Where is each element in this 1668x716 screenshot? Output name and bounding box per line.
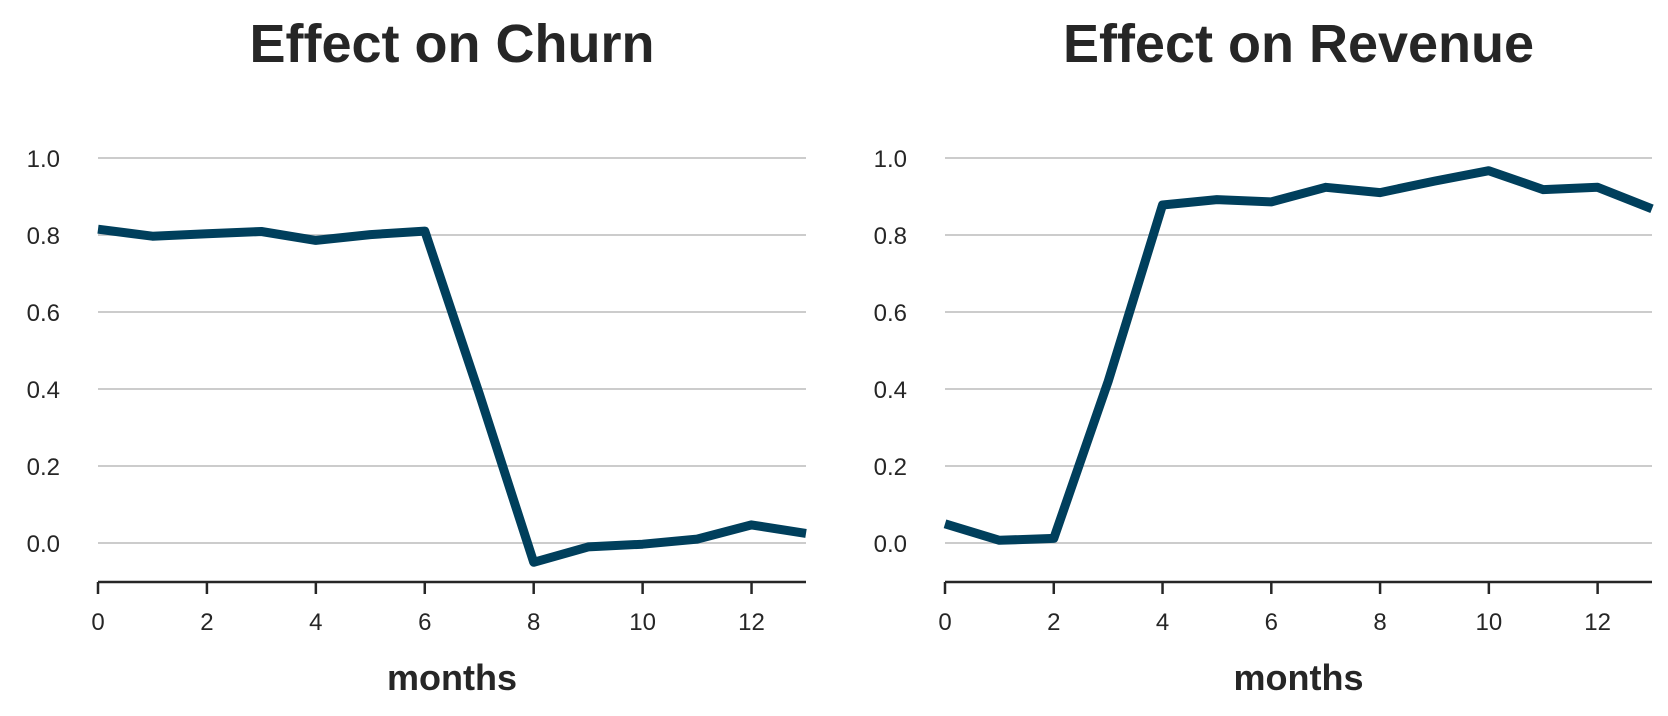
x-tick-label: 4 — [1156, 609, 1169, 636]
x-tick-label: 10 — [1475, 609, 1502, 636]
y-tick-label: 0.6 — [874, 300, 907, 327]
y-tick-label: 0.8 — [874, 223, 907, 250]
y-tick-label: 0.6 — [27, 300, 60, 327]
y-tick-label: 0.8 — [27, 223, 60, 250]
y-tick-label: 0.0 — [874, 531, 907, 558]
x-axis-label: months — [1234, 657, 1364, 698]
x-tick-label: 6 — [1265, 609, 1278, 636]
y-tick-label: 0.2 — [874, 454, 907, 481]
y-tick-label: 1.0 — [874, 146, 907, 173]
x-tick-label: 0 — [91, 609, 104, 636]
y-tick-label: 1.0 — [27, 146, 60, 173]
series-line-revenue — [943, 166, 1654, 545]
x-tick-label: 0 — [938, 609, 951, 636]
x-tick-label: 4 — [309, 609, 322, 636]
series-line-churn — [97, 224, 807, 567]
x-tick-label: 12 — [1584, 609, 1611, 636]
x-tick-label: 6 — [418, 609, 431, 636]
x-tick-label: 8 — [1373, 609, 1386, 636]
y-tick-label: 0.4 — [27, 377, 60, 404]
x-tick-label: 12 — [738, 609, 765, 636]
x-tick-label: 10 — [629, 609, 656, 636]
x-axis-label: months — [387, 657, 517, 698]
y-tick-label: 0.4 — [874, 377, 907, 404]
x-tick-label: 2 — [200, 609, 213, 636]
y-tick-label: 0.2 — [27, 454, 60, 481]
y-tick-label: 0.0 — [27, 531, 60, 558]
chart-title: Effect on Churn — [250, 14, 655, 74]
x-tick-label: 8 — [527, 609, 540, 636]
x-tick-label: 2 — [1047, 609, 1060, 636]
chart-title: Effect on Revenue — [1063, 14, 1534, 74]
panel-revenue: 0.0 0.2 0.4 0.6 0.8 1.0 0 2 4 6 8 10 12 Effect on Rev… — [874, 14, 1654, 698]
panel-churn: 0.0 0.2 0.4 0.6 0.8 1.0 0 2 4 6 8 10 12 Effect on Chu… — [27, 14, 807, 698]
